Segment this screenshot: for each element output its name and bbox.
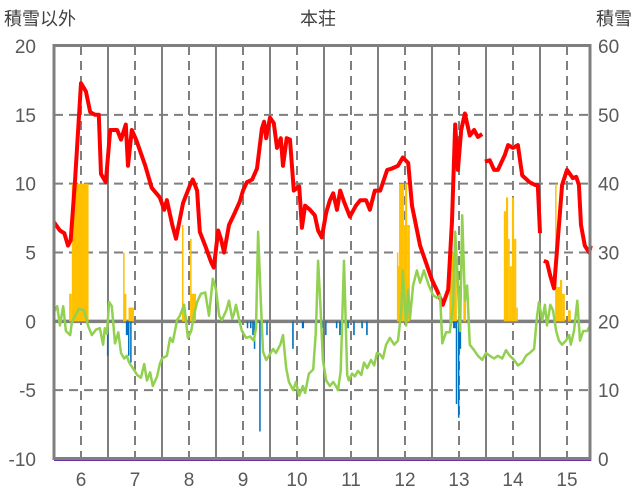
right-y-tick-label: 30: [598, 244, 619, 265]
blue-bar: [459, 321, 462, 349]
red-line: [52, 81, 593, 307]
yellow-bar: [191, 293, 197, 322]
left-y-tick-label: -10: [9, 450, 36, 471]
yellow-bar: [181, 224, 184, 322]
yellow-bar: [71, 183, 89, 322]
x-tick-label: 12: [394, 470, 415, 491]
right-axis-title: 積雪: [596, 9, 632, 30]
right-y-tick-label: 20: [598, 312, 619, 333]
left-y-tick-label: 15: [15, 106, 36, 127]
yellow-bar: [503, 211, 506, 322]
green-line: [52, 214, 592, 397]
blue-bar: [292, 321, 294, 349]
yellow-bar: [559, 280, 563, 322]
yellow-bar: [463, 293, 467, 322]
right-y-tick-label: 40: [598, 175, 619, 196]
yellow-bar: [516, 307, 518, 322]
chart-title: 本荘: [300, 9, 336, 30]
x-tick-label: 6: [76, 470, 87, 491]
left-y-tick-label: 20: [15, 37, 36, 58]
x-tick-label: 14: [502, 470, 524, 491]
blue-bar: [361, 321, 363, 329]
blue-bar: [366, 321, 368, 336]
blue-bar: [130, 321, 132, 363]
blue-bar: [250, 321, 252, 329]
yellow-bar: [123, 252, 125, 322]
right-y-tick-label: 60: [598, 37, 619, 58]
yellow-bar: [562, 293, 565, 322]
x-tick-label: 15: [556, 470, 577, 491]
blue-bar: [347, 321, 349, 329]
yellow-bar: [396, 252, 399, 322]
blue-bar: [353, 321, 355, 336]
blue-bar: [127, 321, 130, 356]
yellow-bar: [407, 224, 410, 322]
x-tick-label: 11: [341, 470, 361, 491]
x-tick-label: 9: [238, 470, 249, 491]
x-tick-label: 8: [184, 470, 195, 491]
yellow-bar: [556, 286, 560, 322]
x-tick-label: 13: [448, 470, 469, 491]
blue-bar: [321, 321, 324, 329]
x-tick-label: 7: [130, 470, 141, 491]
yellow-bar: [511, 197, 515, 322]
yellow-bar: [568, 310, 571, 322]
plot-border: [52, 44, 592, 460]
yellow-bar: [514, 238, 517, 322]
blue-bar: [301, 321, 305, 329]
blue-bar: [106, 321, 109, 356]
blue-bar: [457, 321, 460, 418]
left-axis-title: 積雪以外: [4, 9, 76, 30]
yellow-bar: [69, 293, 72, 322]
left-y-tick-label: 0: [25, 312, 36, 333]
x-tick-label: 10: [286, 470, 307, 491]
right-y-tick-label: 50: [598, 106, 619, 127]
blue-bar: [125, 321, 128, 336]
blue-bar: [455, 321, 458, 404]
left-y-tick-label: 5: [25, 244, 36, 265]
blue-bar: [325, 321, 327, 336]
yellow-bar: [397, 266, 400, 322]
yellow-bar: [399, 183, 404, 322]
right-y-tick-label: 10: [598, 381, 619, 402]
blue-bar: [259, 321, 261, 432]
blue-bar: [335, 321, 338, 329]
yellow-bar: [505, 197, 509, 322]
blue-bar: [266, 321, 268, 336]
left-y-tick-label: -5: [19, 381, 36, 402]
right-y-tick-label: 0: [598, 450, 609, 471]
yellow-bar: [508, 238, 510, 322]
blue-bar: [246, 321, 249, 329]
yellow-bar: [124, 293, 127, 322]
blue-bar: [339, 321, 342, 336]
yellow-bar: [190, 238, 192, 322]
yellow-bar: [509, 266, 512, 322]
left-y-tick-label: 10: [15, 175, 36, 196]
yellow-bar: [128, 307, 134, 322]
yellow-bar: [405, 183, 408, 322]
blue-bar: [453, 321, 456, 329]
blue-bar: [252, 321, 254, 336]
yellow-bar: [403, 224, 406, 322]
